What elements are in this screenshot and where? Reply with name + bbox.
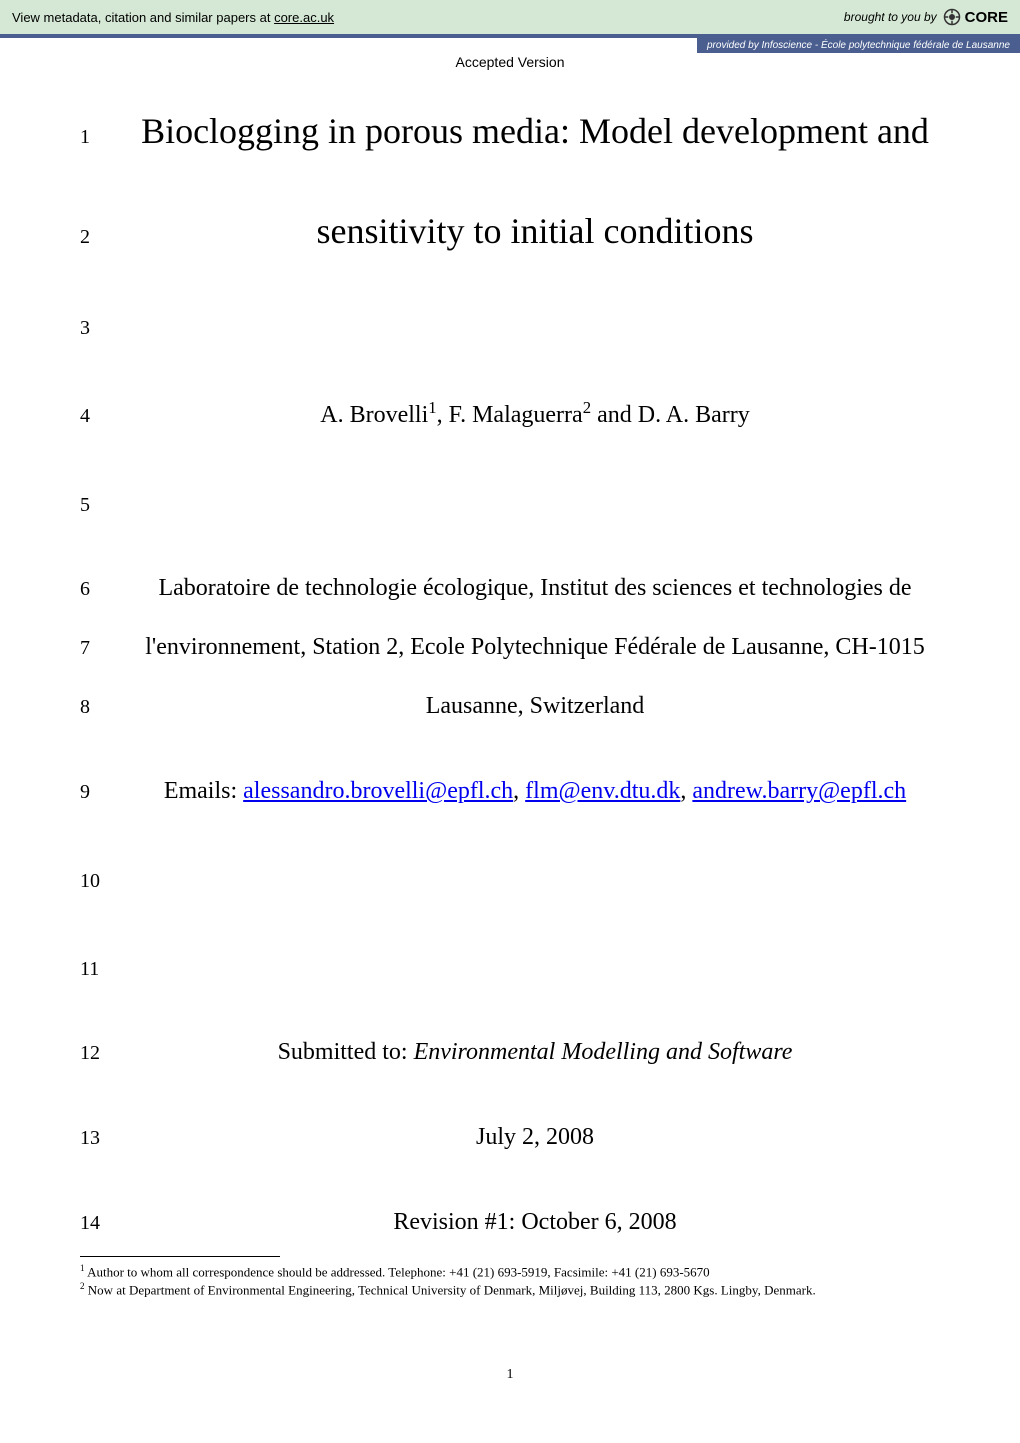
line-number: 11 (80, 958, 130, 981)
line-number: 8 (80, 696, 130, 719)
author-2: F. Malaguerra (449, 402, 583, 428)
core-link[interactable]: core.ac.uk (274, 10, 334, 25)
author-1-sup: 1 (428, 398, 436, 417)
authors: A. Brovelli1, F. Malaguerra2 and D. A. B… (130, 398, 940, 429)
empty-line (130, 863, 940, 887)
line-number: 10 (80, 870, 130, 893)
line-13: 13 July 2, 2008 (80, 1124, 940, 1151)
title-line-2: sensitivity to initial conditions (130, 210, 940, 252)
page-number: 1 (0, 1367, 1020, 1383)
footnotes: 1 Author to whom all correspondence shou… (0, 1257, 1020, 1299)
line-number: 13 (80, 1127, 130, 1150)
line-number: 9 (80, 781, 130, 804)
sep: , (680, 778, 692, 804)
provided-by-source-link[interactable]: Infoscience - École polytechnique fédéra… (761, 40, 1010, 51)
email-1[interactable]: alessandro.brovelli@epfl.ch (243, 778, 513, 804)
line-1: 1 Bioclogging in porous media: Model dev… (80, 110, 940, 152)
banner-left: View metadata, citation and similar pape… (12, 10, 334, 25)
sep: , (513, 778, 525, 804)
line-number: 14 (80, 1212, 130, 1235)
manuscript-body: 1 Bioclogging in porous media: Model dev… (0, 70, 1020, 1236)
line-number: 7 (80, 637, 130, 660)
email-3[interactable]: andrew.barry@epfl.ch (692, 778, 906, 804)
affiliation-line-1: Laboratoire de technologie écologique, I… (130, 575, 940, 602)
empty-line (130, 310, 940, 334)
line-5: 5 (80, 487, 940, 517)
line-number: 12 (80, 1042, 130, 1065)
line-7: 7 l'environnement, Station 2, Ecole Poly… (80, 634, 940, 661)
line-number: 4 (80, 405, 130, 428)
core-banner: View metadata, citation and similar pape… (0, 0, 1020, 38)
banner-prefix: View metadata, citation and similar pape… (12, 10, 274, 25)
banner-right: brought to you by CORE (844, 8, 1008, 26)
footnote-1: 1 Author to whom all correspondence shou… (80, 1263, 940, 1281)
line-10: 10 (80, 863, 940, 893)
empty-line (130, 487, 940, 511)
line-12: 12 Submitted to: Environmental Modelling… (80, 1039, 940, 1066)
sep: and (591, 402, 638, 428)
title-line-1: Bioclogging in porous media: Model devel… (130, 110, 940, 152)
line-number: 5 (80, 494, 130, 517)
line-3: 3 (80, 310, 940, 340)
emails-prefix: Emails: (164, 778, 243, 804)
line-number: 3 (80, 317, 130, 340)
accepted-version-label: Accepted Version (0, 54, 1020, 70)
line-number: 6 (80, 578, 130, 601)
revision-date: Revision #1: October 6, 2008 (130, 1209, 940, 1236)
affiliation-line-2: l'environnement, Station 2, Ecole Polyte… (130, 634, 940, 661)
line-8: 8 Lausanne, Switzerland (80, 693, 940, 720)
empty-line (130, 951, 940, 975)
affiliation-line-3: Lausanne, Switzerland (130, 693, 940, 720)
author-2-sup: 2 (583, 398, 591, 417)
line-6: 6 Laboratoire de technologie écologique,… (80, 575, 940, 602)
footnote-1-text: Author to whom all correspondence should… (85, 1264, 710, 1279)
line-number: 1 (80, 126, 130, 149)
line-4: 4 A. Brovelli1, F. Malaguerra2 and D. A.… (80, 398, 940, 429)
line-2: 2 sensitivity to initial conditions (80, 210, 940, 252)
emails: Emails: alessandro.brovelli@epfl.ch, flm… (130, 778, 940, 805)
provided-by-prefix: provided by (707, 40, 761, 51)
line-11: 11 (80, 951, 940, 981)
submission-date: July 2, 2008 (130, 1124, 940, 1151)
line-9: 9 Emails: alessandro.brovelli@epfl.ch, f… (80, 778, 940, 805)
core-icon (943, 8, 961, 26)
sep: , (437, 402, 449, 428)
provided-by-banner: provided by Infoscience - École polytech… (697, 38, 1020, 53)
author-1: A. Brovelli (320, 402, 428, 428)
core-logo[interactable]: CORE (943, 8, 1008, 26)
footnote-2-text: Now at Department of Environmental Engin… (85, 1283, 816, 1298)
brought-to-you: brought to you by (844, 10, 937, 24)
footnote-2: 2 Now at Department of Environmental Eng… (80, 1281, 940, 1299)
journal-name: Environmental Modelling and Software (414, 1039, 793, 1065)
submitted-prefix: Submitted to: (278, 1039, 414, 1065)
author-3: D. A. Barry (638, 402, 750, 428)
line-number: 2 (80, 226, 130, 249)
submitted-to: Submitted to: Environmental Modelling an… (130, 1039, 940, 1066)
email-2[interactable]: flm@env.dtu.dk (525, 778, 680, 804)
line-14: 14 Revision #1: October 6, 2008 (80, 1209, 940, 1236)
core-label: CORE (965, 9, 1008, 26)
